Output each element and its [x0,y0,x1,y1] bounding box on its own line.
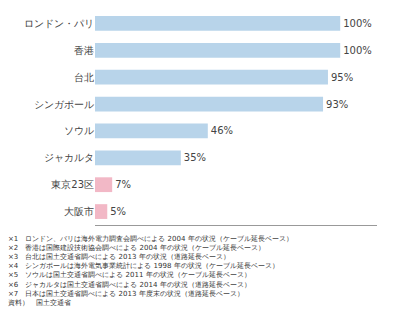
svg-text:ジャカルタ: ジャカルタ [44,152,94,163]
svg-text:ソウル: ソウル [64,125,94,136]
svg-text:100%: 100% [343,45,372,56]
svg-text:大阪市: 大阪市 [64,206,94,217]
svg-text:ロンドン・パリ: ロンドン・パリ [24,18,94,29]
svg-text:香港: 香港 [74,45,94,56]
svg-text:95%: 95% [331,72,353,83]
svg-text:7%: 7% [115,179,131,190]
svg-text:×1 ロンドン、パリは海外電力調査会調べによる 2004 年: ×1 ロンドン、パリは海外電力調査会調べによる 2004 年の状況（ケーブル延長… [8,235,293,307]
svg-text:100%: 100% [343,18,372,29]
svg-text:35%: 35% [184,152,206,163]
svg-text:93%: 93% [326,99,348,110]
svg-text:東京23区: 東京23区 [51,179,94,190]
svg-text:5%: 5% [110,206,126,217]
svg-text:46%: 46% [211,125,233,136]
svg-text:シンガポール: シンガポール [34,99,94,110]
svg-text:台北: 台北 [74,72,94,83]
